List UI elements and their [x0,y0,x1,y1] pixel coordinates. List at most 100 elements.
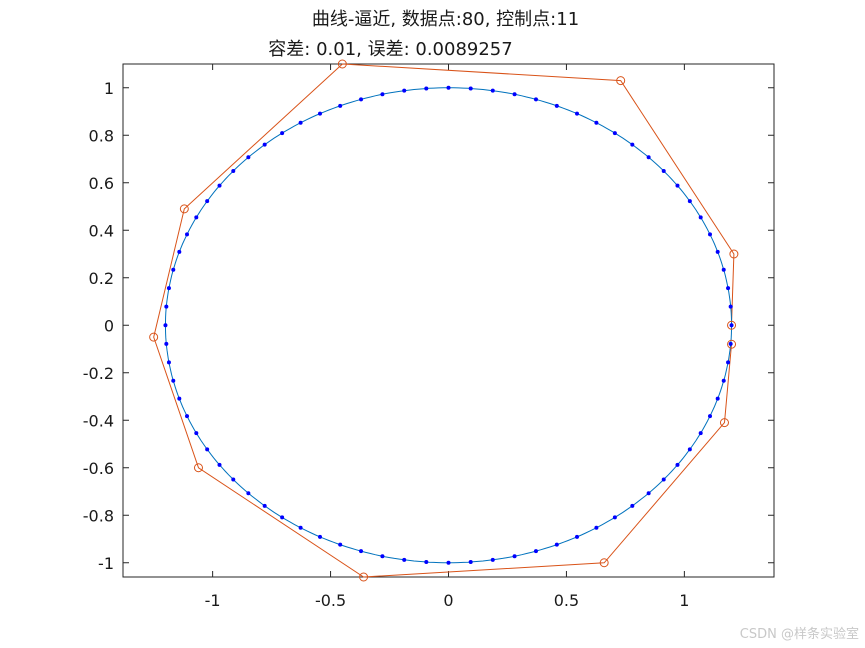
data-point [698,431,703,436]
data-point [402,557,407,562]
control-point-marker [359,572,369,582]
data-point [729,323,734,328]
y-tick-label: -0.4 [83,411,114,430]
data-point [217,462,222,467]
data-point [715,396,720,401]
data-point [675,462,680,467]
x-tick-label: 1 [679,591,689,610]
control-point-marker [337,59,347,69]
data-point [446,560,451,565]
y-tick-label: 1 [104,79,114,98]
data-point [554,542,559,547]
control-polygon-line [153,63,735,578]
data-point [512,554,517,559]
data-point [468,560,473,565]
data-point [246,491,251,496]
y-tick-label: 0 [104,316,114,335]
data-point [338,103,343,108]
data-point [280,515,285,520]
data-point [612,515,617,520]
data-point [166,360,171,365]
data-point [468,86,473,91]
data-point [164,341,169,346]
data-point [687,447,692,452]
data-point [533,97,538,102]
control-point-marker [727,320,737,330]
data-point [721,267,726,272]
data-point [630,503,635,508]
data-point [298,120,303,125]
plot-area [122,63,775,578]
data-point [554,103,559,108]
y-tick-label: 0.2 [89,269,114,288]
control-point-marker [729,249,739,259]
control-point-marker [616,76,626,86]
data-point [205,447,210,452]
data-point [490,88,495,93]
data-point [675,183,680,188]
y-tick-label: 0.4 [89,221,114,240]
data-point [402,88,407,93]
data-point [594,120,599,125]
data-point [359,549,364,554]
data-point [594,525,599,530]
data-point [424,86,429,91]
data-point [726,360,731,365]
y-tick-label: 0.8 [89,126,114,145]
control-point-marker [149,332,159,342]
data-point [380,92,385,97]
data-point [318,534,323,539]
data-point [707,414,712,419]
data-point [231,169,236,174]
control-point-marker [599,558,609,568]
data-point [318,111,323,116]
data-point [512,92,517,97]
data-point [194,215,199,220]
data-point [661,477,666,482]
data-point [687,199,692,204]
data-point [246,155,251,160]
data-point [171,267,176,272]
data-point [262,503,267,508]
data-point [707,232,712,237]
data-point [574,534,579,539]
x-tick-label: 0 [443,591,453,610]
data-point [646,155,651,160]
data-point [646,491,651,496]
y-tick-label: -1 [98,554,114,573]
control-point-marker [727,339,737,349]
data-point [262,142,267,147]
data-point [715,249,720,254]
data-point [205,199,210,204]
data-point [171,378,176,383]
y-tick-label: -0.8 [83,506,114,525]
data-point [177,396,182,401]
data-point [298,525,303,530]
x-tick-label: -1 [205,591,221,610]
data-point [359,97,364,102]
y-tick-label: -0.2 [83,364,114,383]
data-point [217,183,222,188]
data-point [194,431,199,436]
data-point [446,85,451,90]
data-point [661,169,666,174]
data-point [280,131,285,136]
watermark: CSDN @样条实验室 [739,627,859,642]
data-point [698,215,703,220]
control-point-marker [719,418,729,428]
data-point [574,111,579,116]
data-point [177,249,182,254]
chart-title: 曲线-逼近, 数据点:80, 控制点:11 [311,9,580,30]
data-point [338,542,343,547]
data-point [490,557,495,562]
data-point [424,560,429,565]
data-point [726,286,731,291]
data-point [164,304,169,309]
chart-subtitle: 容差: 0.01, 误差: 0.0089257 [268,39,513,60]
data-point [185,232,190,237]
x-tick-label: -0.5 [315,591,346,610]
x-tick-label: 0.5 [554,591,579,610]
data-point [728,341,733,346]
data-point [163,323,168,328]
